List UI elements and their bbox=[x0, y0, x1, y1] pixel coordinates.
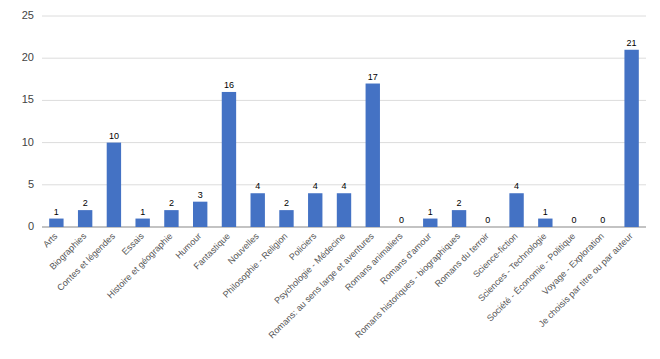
bar bbox=[251, 193, 265, 227]
bar bbox=[164, 210, 178, 227]
data-label: 2 bbox=[457, 198, 462, 208]
data-label: 0 bbox=[600, 215, 605, 225]
data-label: 3 bbox=[198, 190, 203, 200]
data-label: 4 bbox=[341, 181, 346, 191]
data-label: 0 bbox=[399, 215, 404, 225]
data-label: 4 bbox=[255, 181, 260, 191]
data-label: 2 bbox=[169, 198, 174, 208]
grid-line bbox=[42, 58, 646, 59]
data-label: 0 bbox=[485, 215, 490, 225]
bar bbox=[107, 143, 121, 227]
bars bbox=[49, 50, 639, 227]
y-grid bbox=[42, 16, 646, 227]
y-tick-label: 20 bbox=[22, 51, 34, 63]
bar bbox=[308, 193, 322, 227]
x-tick-label: Arts bbox=[41, 231, 60, 250]
x-tick-label: Contes et légendes bbox=[55, 231, 117, 293]
y-tick-label: 25 bbox=[22, 9, 34, 21]
data-label: 17 bbox=[368, 72, 378, 82]
grid-line bbox=[42, 142, 646, 143]
bar bbox=[78, 210, 92, 227]
bar bbox=[538, 219, 552, 227]
data-label: 4 bbox=[514, 181, 519, 191]
y-tick-label: 15 bbox=[22, 93, 34, 105]
data-label: 0 bbox=[572, 215, 577, 225]
x-tick-label: Histoire et géographie bbox=[105, 231, 174, 300]
data-label: 1 bbox=[543, 207, 548, 217]
bar bbox=[135, 219, 149, 227]
data-label: 10 bbox=[109, 131, 119, 141]
data-label: 1 bbox=[54, 207, 59, 217]
y-axis: 0 5 10 15 20 25 bbox=[22, 9, 34, 232]
bar bbox=[481, 227, 495, 228]
x-tick-label: Philosophie - Religion bbox=[221, 231, 290, 300]
bar bbox=[394, 227, 408, 228]
x-tick-label: Romans: au sens large et aventures bbox=[267, 231, 377, 341]
bar bbox=[596, 227, 610, 228]
bar bbox=[337, 193, 351, 227]
y-tick-label: 0 bbox=[28, 220, 34, 232]
x-tick-label: Romans historiques - biographiques bbox=[353, 231, 462, 340]
data-label: 21 bbox=[627, 38, 637, 48]
data-label: 4 bbox=[313, 181, 318, 191]
bar bbox=[366, 84, 380, 227]
bar bbox=[49, 219, 63, 227]
bar bbox=[509, 193, 523, 227]
y-tick-label: 5 bbox=[28, 178, 34, 190]
x-tick-label: Je choisis par titre ou par auteur bbox=[537, 231, 635, 329]
grid-line bbox=[42, 100, 646, 101]
data-labels: 1210123164244170120410021 bbox=[54, 38, 637, 225]
data-label: 1 bbox=[140, 207, 145, 217]
bar bbox=[193, 202, 207, 227]
x-axis: ArtsBiographiesContes et légendesEssaisH… bbox=[41, 231, 635, 341]
x-tick-label: Romans d'amour bbox=[378, 231, 433, 286]
data-label: 16 bbox=[224, 80, 234, 90]
y-tick-label: 10 bbox=[22, 136, 34, 148]
bar bbox=[624, 50, 638, 227]
chart: 05101520251210123164244170120410021ArtsB… bbox=[0, 0, 660, 359]
x-tick-label: Essais bbox=[120, 231, 146, 257]
chart-container: 05101520251210123164244170120410021ArtsB… bbox=[0, 0, 660, 359]
data-label: 2 bbox=[284, 198, 289, 208]
x-tick-label: Fantastique bbox=[192, 231, 232, 271]
bar bbox=[567, 227, 581, 228]
data-label: 2 bbox=[83, 198, 88, 208]
data-label: 1 bbox=[428, 207, 433, 217]
bar bbox=[452, 210, 466, 227]
bar bbox=[423, 219, 437, 227]
grid-line bbox=[42, 16, 646, 17]
bar bbox=[222, 92, 236, 227]
bar bbox=[279, 210, 293, 227]
